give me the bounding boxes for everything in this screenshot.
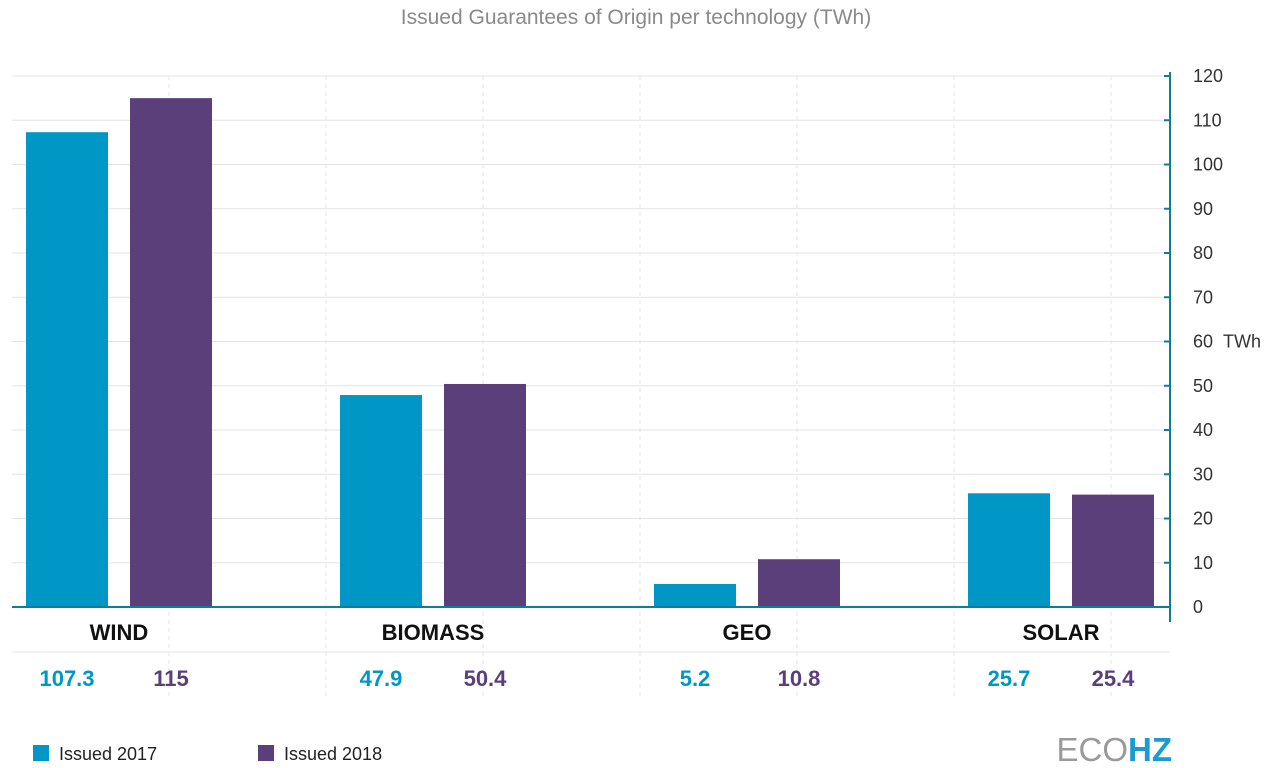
y-tick-label: 40 [1193,420,1213,440]
y-tick-label: 110 [1193,110,1222,130]
category-label: WIND [90,620,149,645]
value-label: 115 [153,666,189,691]
bar-biomass-2017 [340,395,422,607]
y-tick-label: 90 [1193,199,1213,219]
category-labels: WIND BIOMASS GEO SOLAR [90,620,1100,645]
bars [26,98,1154,607]
y-tick-label: 20 [1193,509,1213,529]
bar-geo-2017 [654,583,736,607]
value-label: 10.8 [778,666,821,691]
y-tick-label: 120 [1193,66,1223,86]
category-label: GEO [723,620,772,645]
value-labels: 107.3 115 47.9 50.4 5.2 10.8 25.7 25.4 [39,666,1135,691]
legend-label: Issued 2018 [284,744,382,764]
svg-text:ECOHZ: ECOHZ [1056,731,1172,768]
category-label: BIOMASS [382,620,485,645]
value-label: 50.4 [464,666,508,691]
y-tick-label: 80 [1193,243,1213,263]
value-label: 25.7 [988,666,1031,691]
legend-swatch [33,745,49,761]
bar-solar-2017 [968,493,1050,607]
logo-text-eco: ECO [1056,731,1128,768]
legend-swatch [258,745,274,761]
y-unit-label: TWh [1223,332,1261,352]
y-tick-label: 50 [1193,376,1213,396]
bar-biomass-2018 [444,383,526,607]
y-tick-label: 100 [1193,155,1223,175]
bar-solar-2018 [1072,494,1154,607]
y-tick-label: 60 [1193,332,1213,352]
y-tick-label: 30 [1193,464,1213,484]
value-label: 107.3 [39,666,94,691]
ecohz-logo: ECOHZ [1056,731,1172,768]
category-label: SOLAR [1023,620,1100,645]
bar-geo-2018 [758,559,840,607]
y-tick-label: 0 [1193,597,1203,617]
bar-wind-2018 [130,98,212,607]
value-label: 25.4 [1092,666,1136,691]
y-axis: 0 10 20 30 40 50 60 70 80 90 100 110 120 TWh [12,66,1261,622]
value-label: 5.2 [680,666,711,691]
bar-wind-2017 [26,132,108,607]
y-tick-label: 10 [1193,553,1213,573]
y-tick-label: 70 [1193,287,1213,307]
chart-title: Issued Guarantees of Origin per technolo… [401,6,871,29]
legend-label: Issued 2017 [59,744,157,764]
legend: Issued 2017 Issued 2018 [33,744,382,764]
value-label: 47.9 [360,666,403,691]
logo-text-hz: HZ [1128,731,1172,768]
